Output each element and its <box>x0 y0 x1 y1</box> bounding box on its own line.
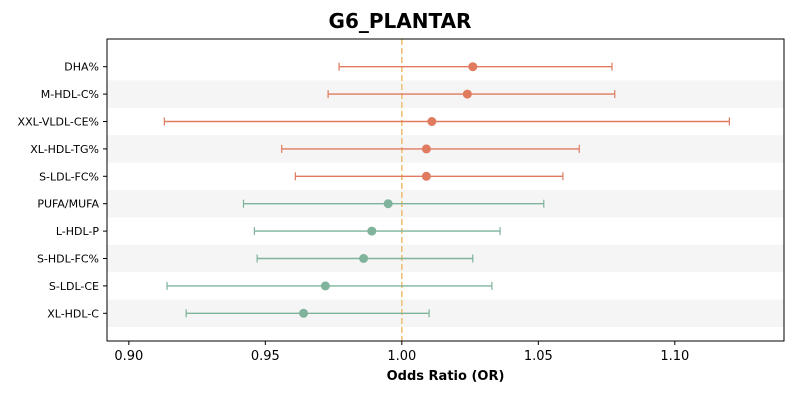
or-point <box>421 144 431 154</box>
or-point <box>299 308 309 318</box>
or-point <box>421 171 431 181</box>
x-tick-label: 1.00 <box>387 349 416 364</box>
chart-title: G6_PLANTAR <box>328 9 472 33</box>
plot-frame <box>106 38 785 342</box>
row-marks <box>163 62 731 318</box>
y-tick-label: PUFA/MUFA <box>37 198 99 211</box>
x-tick-label: 1.05 <box>524 349 553 364</box>
y-tick-label: XL-HDL-C <box>47 307 99 320</box>
or-point <box>383 199 393 209</box>
or-point <box>359 254 369 263</box>
or-point <box>320 281 330 291</box>
y-tick-label: S-LDL-CE <box>49 280 99 293</box>
x-axis: 0.90 0.95 1.00 1.05 1.10 <box>114 341 689 364</box>
or-point <box>462 89 472 99</box>
x-axis-label: Odds Ratio (OR) <box>387 369 505 384</box>
x-tick-label: 0.90 <box>114 349 143 364</box>
y-tick-label: XL-HDL-TG% <box>30 143 99 156</box>
y-tick-label: S-HDL-FC% <box>37 253 99 266</box>
y-tick-label: M-HDL-C% <box>41 88 99 101</box>
y-tick-label: XXL-VLDL-CE% <box>18 116 99 129</box>
or-point <box>468 62 478 72</box>
y-tick-label: DHA% <box>64 61 99 74</box>
y-tick-labels: DHA% M-HDL-C% XXL-VLDL-CE% XL-HDL-TG% S-LDL-… <box>18 61 107 320</box>
or-point <box>427 117 437 126</box>
x-tick-label: 1.10 <box>660 349 689 364</box>
or-point <box>367 226 377 236</box>
y-tick-label: S-LDL-FC% <box>39 170 99 183</box>
x-tick-label: 0.95 <box>251 349 280 364</box>
y-tick-label: L-HDL-P <box>56 225 100 238</box>
